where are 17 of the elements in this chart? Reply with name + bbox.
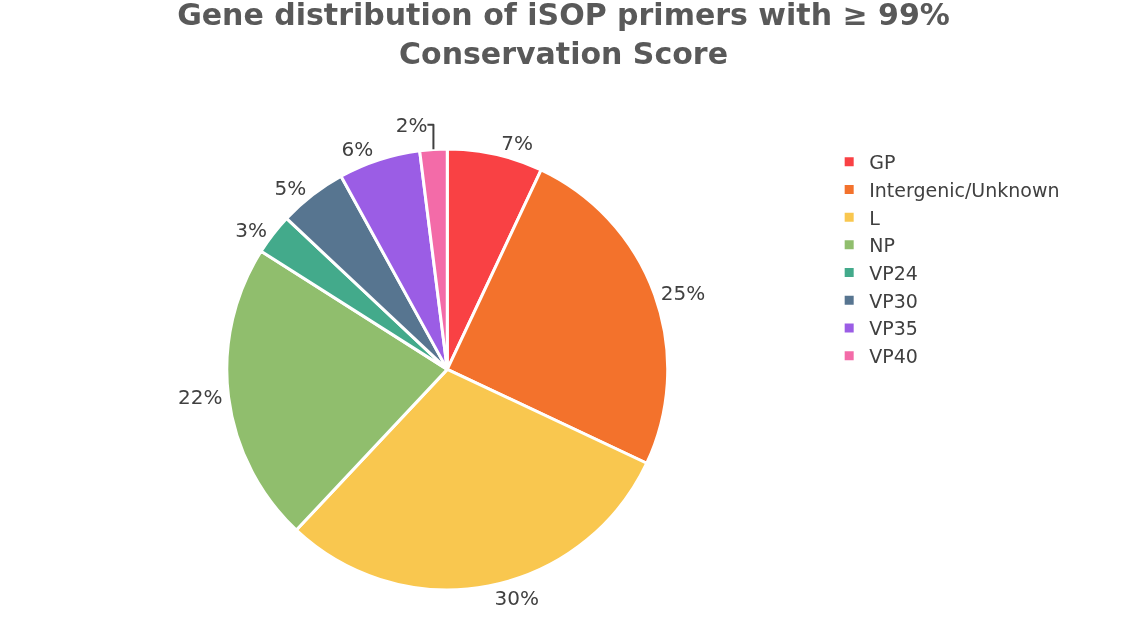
legend-label: Intergenic/Unknown [869, 178, 1060, 201]
data-label: 2% [395, 112, 428, 137]
legend-label: VP40 [869, 345, 918, 368]
data-label: 3% [235, 217, 268, 242]
data-label: 25% [660, 281, 706, 306]
legend-label: L [869, 206, 881, 229]
legend-label: VP24 [869, 261, 918, 284]
data-label: 6% [341, 136, 374, 161]
data-label: 22% [178, 385, 223, 410]
legend-label: VP35 [869, 317, 918, 340]
legend-label: NP [869, 234, 895, 257]
legend-label: VP30 [869, 289, 918, 312]
legend-label: GP [869, 151, 896, 174]
chart-title: Gene distribution of iSOP primers with ≥ 99% Conservation Score [177, 0, 950, 71]
data-label: 5% [274, 175, 307, 200]
data-label: 30% [494, 585, 540, 610]
data-label: 7% [501, 130, 534, 155]
